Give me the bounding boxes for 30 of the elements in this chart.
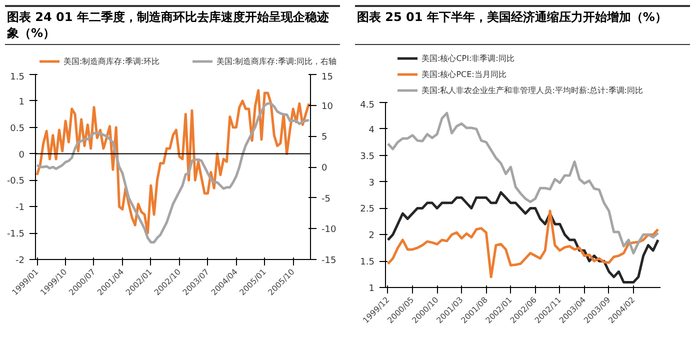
y-tick-label: 0 [18, 150, 25, 160]
legend-label: 美国:私人非农企业生产和非管理人员:平均时薪:总计:季调:同比 [422, 86, 643, 95]
y-tick-label: 4.5 [360, 100, 375, 110]
y-tick-label: -1.5 [6, 230, 24, 240]
y2-tick-label: -15 [322, 256, 336, 266]
legend-label: 美国:核心PCE:当月同比 [422, 70, 506, 79]
y-tick-label: 0.5 [10, 124, 25, 134]
y2-tick-label: -5 [322, 194, 330, 204]
y2-tick-label: 0 [322, 164, 328, 174]
legend-label: 美国:制造商库存:季调:同比，右轴 [216, 57, 337, 66]
y-tick-label: 2 [368, 231, 375, 242]
legend-label: 美国:核心CPI:非季调:同比 [422, 54, 514, 63]
y2-tick-label: 5 [322, 132, 328, 143]
y-tick-label: 4 [368, 125, 375, 136]
y-tick-label: 3 [368, 178, 375, 188]
chart-title: 图表 25 01 年下半年，美国经济通缩压力开始增加（%） [357, 9, 667, 25]
y-tick-label: 1.5 [10, 72, 25, 82]
y-tick-label: -1 [16, 203, 25, 214]
legend-label: 美国:制造商库存:季调:环比 [64, 57, 160, 66]
chart-title: 图表 24 01 年二季度，制造商环比去库速度开始呈现企稳迹象（%） [7, 9, 330, 41]
y-tick-label: 1 [368, 284, 375, 294]
y2-tick-label: 10 [322, 102, 334, 112]
y-tick-label: 2.5 [360, 204, 375, 215]
y2-tick-label: -10 [322, 225, 336, 236]
y-tick-label: 3.5 [360, 152, 375, 162]
y-tick-label: 1.5 [360, 258, 375, 268]
y-tick-label: 1 [18, 97, 25, 108]
y2-tick-label: 15 [322, 72, 333, 82]
y-tick-label: -2 [16, 256, 25, 266]
y-tick-label: -0.5 [6, 176, 24, 187]
